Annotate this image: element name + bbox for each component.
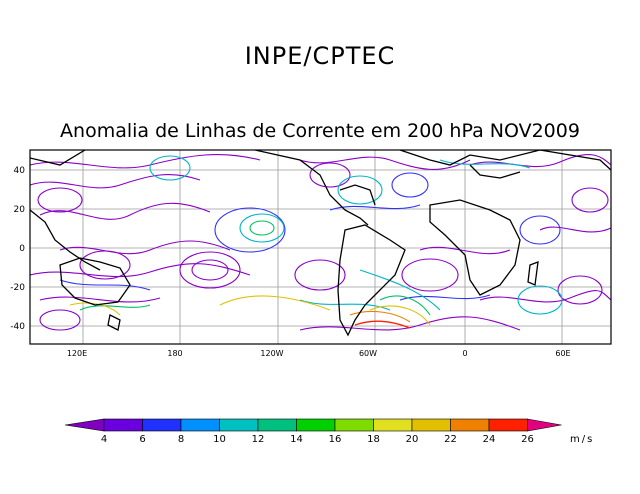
coastlines xyxy=(30,150,611,337)
colorbar-end-left xyxy=(64,418,105,432)
lat-label: 20 xyxy=(14,205,26,215)
page-title: INPE/CPTEC xyxy=(244,42,396,70)
streamlines xyxy=(30,154,611,331)
colorbar-swatch xyxy=(257,418,297,432)
colorbar-swatch xyxy=(411,418,451,432)
lon-label: 0 xyxy=(462,349,467,358)
lon-label: 60E xyxy=(555,349,570,358)
colorbar-label: 6 xyxy=(139,434,145,445)
colorbar-swatch xyxy=(180,418,220,432)
colorbar-label: 22 xyxy=(444,434,457,445)
colorbar-label: 14 xyxy=(290,434,303,445)
colorbar-label: 12 xyxy=(252,434,265,445)
lat-label: 40 xyxy=(14,166,26,176)
colorbar-swatch xyxy=(219,418,259,432)
colorbar-label: 24 xyxy=(483,434,496,445)
lat-labels: 40 20 0 -20 -40 xyxy=(10,166,25,332)
colorbar-end-right xyxy=(527,418,562,432)
colorbar-label: 10 xyxy=(213,434,226,445)
colorbar-swatch xyxy=(142,418,182,432)
lat-label: -40 xyxy=(10,322,25,332)
colorbar-label: 26 xyxy=(521,434,534,445)
colorbar-swatch xyxy=(450,418,490,432)
lon-label: 60W xyxy=(359,349,377,358)
colorbar-label: 16 xyxy=(329,434,342,445)
map-grid xyxy=(30,150,611,344)
lon-label: 120W xyxy=(260,349,283,358)
map-subtitle: Anomalia de Linhas de Corrente em 200 hP… xyxy=(60,120,580,142)
colorbar-swatch xyxy=(103,418,143,432)
colorbar-swatch xyxy=(334,418,374,432)
colorbar-label: 4 xyxy=(101,434,107,445)
lon-labels: 120E 180 120W 60W 0 60E xyxy=(67,349,571,358)
lat-label: 0 xyxy=(19,244,25,254)
colorbar-label: 20 xyxy=(406,434,419,445)
lon-label: 120E xyxy=(67,349,87,358)
colorbar-swatch xyxy=(296,418,336,432)
colorbar xyxy=(64,418,562,432)
lon-label: 180 xyxy=(167,349,182,358)
colorbar-swatch xyxy=(373,418,413,432)
colorbar-label: 8 xyxy=(178,434,184,445)
map-frame xyxy=(29,149,612,345)
colorbar-unit: m/s xyxy=(570,434,595,445)
lat-label: -20 xyxy=(10,283,25,293)
colorbar-swatch xyxy=(488,418,528,432)
colorbar-label: 18 xyxy=(367,434,380,445)
colorbar-labels: 4 6 8 10 12 14 16 18 20 22 24 26 xyxy=(101,434,534,445)
